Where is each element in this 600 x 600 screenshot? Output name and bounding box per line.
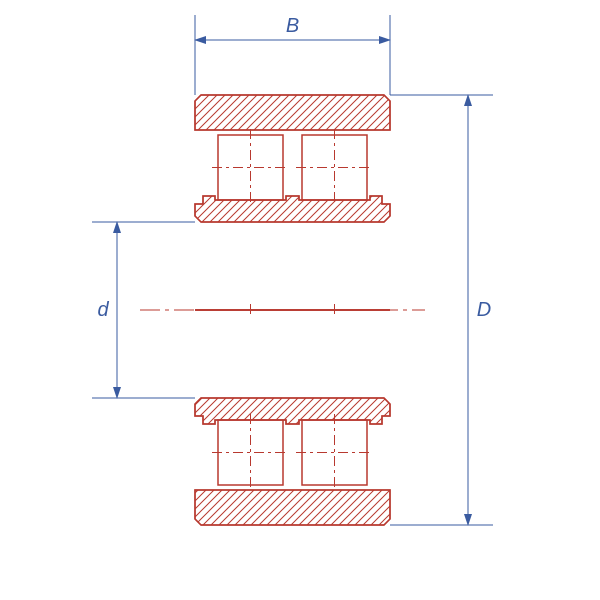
label-d: d <box>97 299 109 321</box>
label-B: B <box>286 15 299 37</box>
label-D: D <box>477 299 491 321</box>
